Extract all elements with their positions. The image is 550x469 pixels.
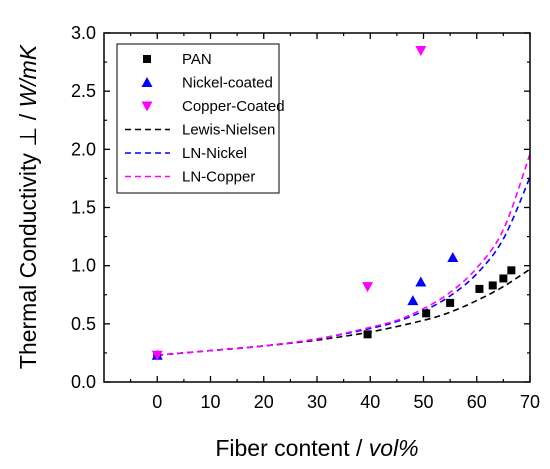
legend-marker-nickel-coated: [141, 77, 153, 87]
x-tick-label: 40: [360, 392, 380, 412]
y-tick-label: 0.5: [71, 314, 96, 334]
x-tick-label: 30: [307, 392, 327, 412]
legend-box: [116, 43, 280, 194]
y-tick-label: 2.0: [71, 139, 96, 159]
x-tick-label: 50: [413, 392, 433, 412]
x-tick-label: 0: [152, 392, 162, 412]
point-copper-coated: [362, 282, 374, 293]
point-pan: [507, 266, 516, 275]
x-axis-label: Fiber content / vol%: [215, 435, 418, 461]
point-copper-coated: [151, 350, 163, 361]
point-pan: [499, 274, 508, 283]
legend-marker-copper-coated: [141, 101, 153, 112]
y-tick-label: 3.0: [71, 23, 96, 43]
axis-ticks: 0 10 20 30 40 50 60 70 0.0 0.5 1.0 1.5 2.0 2.5 3.0: [71, 23, 540, 412]
curve-lewis-nielsen: [157, 268, 530, 357]
y-tick-label: 0.0: [71, 372, 96, 392]
x-tick-label: 60: [467, 392, 487, 412]
point-pan: [488, 281, 497, 290]
legend-marker-pan: [143, 55, 151, 63]
point-pan: [446, 298, 455, 307]
model-curves: [157, 153, 530, 357]
point-pan: [475, 284, 484, 293]
x-tick-label: 10: [200, 392, 220, 412]
y-tick-label: 1.5: [71, 198, 96, 218]
x-tick-label: 20: [254, 392, 274, 412]
y-axis-label: Thermal Conductivity ⊥ / W/mK: [15, 43, 41, 369]
point-nickel-coated: [447, 252, 459, 263]
point-copper-coated: [415, 45, 427, 56]
point-pan: [422, 309, 431, 318]
legend-label-lewis-nielsen: Lewis-Nielsen: [182, 122, 275, 139]
point-pan: [363, 330, 372, 339]
y-tick-label: 2.5: [71, 81, 96, 101]
y-tick-label: 1.0: [71, 256, 96, 276]
data-points: [151, 45, 516, 361]
legend-label-ln-nickel: LN-Nickel: [182, 145, 247, 162]
legend-label-pan: PAN: [182, 51, 212, 68]
point-nickel-coated: [415, 276, 427, 287]
curve-ln-nickel: [157, 176, 530, 357]
legend-label-ln-copper: LN-Copper: [182, 169, 255, 186]
point-nickel-coated: [407, 295, 419, 306]
legend: PAN Nickel-coated Copper-Coated Lewis-Niels…: [116, 43, 285, 194]
x-tick-label: 70: [520, 392, 540, 412]
curve-ln-copper: [157, 153, 530, 357]
legend-label-nickel-coated: Nickel-coated: [182, 75, 273, 92]
legend-label-copper-coated: Copper-Coated: [182, 98, 285, 115]
